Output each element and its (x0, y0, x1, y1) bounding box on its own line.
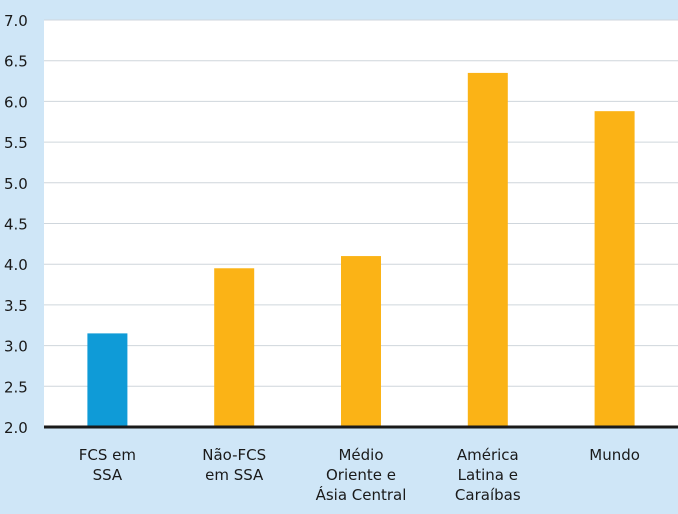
bar (87, 333, 128, 427)
y-tick-label: 6.5 (4, 53, 28, 71)
y-tick-label: 6.0 (4, 93, 28, 111)
y-tick-label: 4.0 (4, 256, 28, 274)
y-tick-label: 3.5 (4, 297, 28, 315)
y-tick-label: 5.5 (4, 134, 28, 152)
x-axis-category-labels: FCS em SSA Não-FCS em SSA Médio Oriente e Ásia… (79, 446, 640, 504)
x-category-label: América Latina e Caraíbas (455, 446, 521, 504)
y-tick-label: 5.0 (4, 175, 28, 193)
y-tick-label: 3.0 (4, 338, 28, 356)
x-category-label: Mundo (589, 446, 640, 464)
x-category-label: Não-FCS em SSA (202, 446, 266, 484)
bar (467, 72, 508, 427)
y-tick-label: 7.0 (4, 12, 28, 30)
bars (87, 72, 635, 427)
bar (341, 256, 381, 427)
y-axis-tick-labels: 2.0 2.5 3.0 3.5 4.0 4.5 5.0 5.5 6.0 6.5 7.0 (4, 12, 28, 437)
bar (214, 268, 255, 427)
x-category-label: Médio Oriente e Ásia Central (316, 446, 407, 504)
x-category-label: FCS em SSA (79, 446, 136, 484)
y-tick-label: 2.0 (4, 419, 28, 437)
bar (594, 111, 635, 427)
y-tick-label: 4.5 (4, 216, 28, 234)
y-tick-label: 2.5 (4, 378, 28, 396)
